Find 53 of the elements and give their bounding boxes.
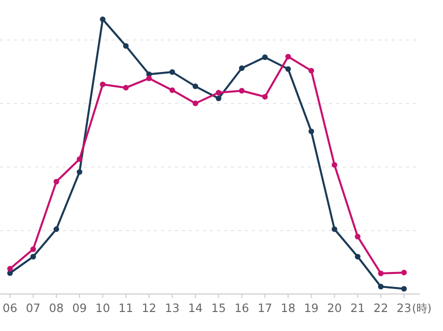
x-tick-label: 07 — [26, 301, 40, 315]
point — [378, 284, 384, 290]
x-tick-label: 06 — [2, 301, 18, 315]
point — [308, 128, 314, 134]
point — [354, 234, 360, 240]
point — [216, 96, 222, 102]
x-tick-label: 12 — [142, 301, 156, 315]
point — [146, 76, 152, 82]
point — [401, 270, 407, 276]
point — [354, 254, 360, 260]
point — [169, 69, 176, 75]
x-axis-title: (時) — [412, 302, 432, 315]
point — [123, 84, 129, 90]
point — [169, 87, 176, 93]
x-tick-label: 16 — [234, 301, 250, 315]
point — [54, 178, 60, 184]
x-tick-label: 23 — [396, 301, 412, 315]
point — [332, 162, 338, 168]
x-tick-label: 18 — [280, 301, 296, 315]
point — [308, 68, 314, 74]
point — [285, 66, 291, 72]
point — [192, 84, 198, 90]
point — [262, 94, 268, 100]
point — [100, 82, 106, 88]
point — [378, 270, 384, 276]
point — [54, 226, 60, 232]
x-tick-label: 10 — [95, 301, 110, 315]
x-tick-label: 20 — [327, 301, 342, 315]
x-tick-label: 19 — [304, 301, 319, 315]
point — [192, 100, 198, 106]
point — [76, 156, 82, 162]
point — [216, 90, 222, 96]
point — [401, 286, 407, 292]
point — [123, 43, 129, 49]
x-tick-label: 14 — [188, 301, 203, 315]
point — [285, 54, 291, 60]
x-tick-label: 11 — [118, 301, 134, 315]
point — [262, 54, 268, 60]
point — [238, 88, 245, 94]
point — [238, 65, 245, 71]
x-tick-label: 09 — [72, 301, 87, 315]
point — [30, 246, 36, 252]
x-tick-label: 21 — [350, 301, 365, 315]
x-tick-label: 22 — [374, 301, 388, 315]
point — [76, 169, 82, 175]
x-tick-label: 17 — [258, 301, 272, 315]
point — [30, 254, 36, 260]
point — [100, 16, 106, 22]
x-tick-label: 15 — [211, 301, 226, 315]
x-tick-label: 13 — [164, 301, 180, 315]
x-tick-label: 08 — [49, 301, 64, 315]
point — [7, 266, 13, 272]
point — [332, 226, 338, 232]
